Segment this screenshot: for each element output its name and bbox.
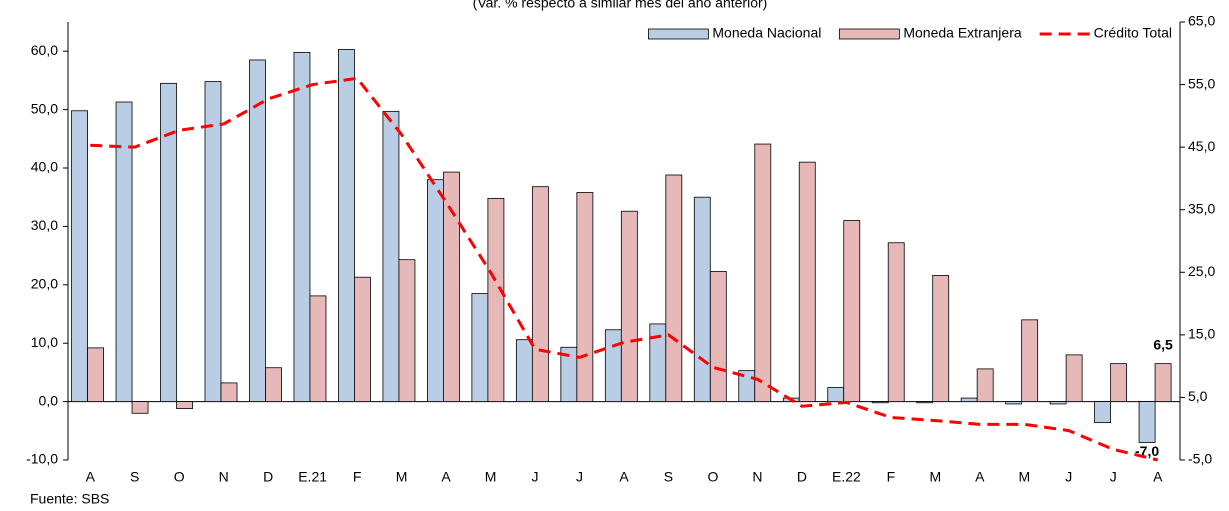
legend-label: Moneda Extranjera — [903, 25, 1022, 41]
bar — [115, 101, 133, 403]
bar — [576, 192, 594, 403]
x-tick-label: M — [485, 469, 497, 485]
y-tick-label: 0,0 — [39, 392, 59, 408]
x-tick-label: D — [263, 469, 273, 485]
y2-tick-label: 65,0 — [1188, 13, 1215, 29]
bar — [293, 51, 311, 402]
bar — [754, 143, 772, 403]
bar — [354, 276, 371, 403]
bar — [338, 49, 355, 403]
y-tick-label: 50,0 — [31, 100, 58, 116]
bar — [398, 259, 416, 402]
bar — [1065, 354, 1083, 403]
bar — [620, 210, 638, 403]
y2-tick-label: 35,0 — [1188, 200, 1215, 216]
bar — [204, 81, 222, 403]
bar — [382, 110, 400, 402]
chart-subtitle: (Var. % respecto a similar mes del año a… — [473, 0, 768, 11]
y2-tick-label: 5,0 — [1188, 388, 1208, 404]
bar — [693, 196, 711, 402]
line — [90, 76, 1159, 462]
y-tick-label: 10,0 — [31, 334, 58, 350]
bar — [309, 295, 327, 402]
x-tick-label: A — [441, 469, 451, 485]
bar — [887, 242, 905, 403]
y2-tick-label: 55,0 — [1188, 75, 1215, 91]
bar — [1110, 363, 1128, 403]
bar — [1138, 401, 1156, 443]
y2-tick-label: -5,0 — [1188, 451, 1212, 467]
bar — [709, 270, 727, 403]
x-tick-label: J — [1110, 469, 1117, 485]
bar — [160, 82, 177, 402]
bar — [531, 186, 549, 403]
x-tick-label: M — [396, 469, 408, 485]
x-tick-label: A — [975, 469, 985, 485]
bar — [1005, 401, 1023, 405]
y-tick-label: 20,0 — [31, 276, 58, 292]
bar — [932, 275, 950, 402]
x-tick-label: S — [130, 469, 139, 485]
x-tick-label: F — [887, 469, 896, 485]
x-tick-label: D — [797, 469, 807, 485]
y2-tick-label: 15,0 — [1188, 326, 1215, 342]
bar — [1049, 401, 1067, 405]
bar — [220, 382, 238, 402]
bar — [916, 401, 934, 404]
legend-label: Moneda Nacional — [712, 25, 821, 41]
x-tick-label: M — [1018, 469, 1030, 485]
x-tick-label: O — [174, 469, 185, 485]
bar — [87, 347, 104, 403]
bar — [131, 401, 149, 414]
bar — [443, 171, 460, 402]
x-tick-label: A — [1153, 469, 1163, 485]
y-tick-label: 40,0 — [31, 159, 58, 175]
bar — [665, 174, 683, 402]
bar — [871, 401, 889, 404]
y2-tick-label: 25,0 — [1188, 263, 1215, 279]
y-tick-label: 30,0 — [31, 217, 58, 233]
data-label: 6,5 — [1153, 336, 1173, 352]
x-tick-label: J — [532, 469, 539, 485]
bar — [176, 401, 193, 410]
bar — [487, 197, 505, 402]
legend-label: Crédito Total — [1094, 25, 1172, 41]
bar — [976, 368, 994, 402]
bar — [1021, 319, 1039, 402]
x-tick-label: S — [664, 469, 673, 485]
legend-swatch — [838, 28, 900, 40]
source: Fuente: SBS — [30, 491, 109, 507]
x-tick-label: J — [1065, 469, 1072, 485]
x-tick-label: O — [708, 469, 719, 485]
bar — [249, 59, 266, 403]
x-tick-label: A — [619, 469, 629, 485]
bar — [265, 367, 282, 402]
x-tick-label: E.21 — [298, 469, 327, 485]
x-tick-label: E.22 — [832, 469, 861, 485]
legend-swatch — [647, 28, 709, 40]
bar — [515, 339, 533, 403]
bar — [1154, 363, 1172, 403]
y-tick-label: 60,0 — [31, 42, 58, 58]
bar — [471, 293, 489, 402]
x-tick-label: M — [930, 469, 942, 485]
bar — [827, 387, 845, 403]
x-tick-label: F — [353, 469, 362, 485]
bar — [1094, 401, 1112, 424]
bar — [960, 397, 978, 403]
bar — [798, 161, 816, 403]
bar — [426, 179, 444, 402]
bar — [843, 220, 861, 402]
x-tick-label: A — [86, 469, 96, 485]
x-tick-label: J — [576, 469, 583, 485]
bar — [71, 110, 88, 402]
bar — [604, 329, 622, 403]
x-tick-label: N — [752, 469, 762, 485]
y-tick-label: -10,0 — [26, 451, 58, 467]
y2-tick-label: 45,0 — [1188, 138, 1215, 154]
x-tick-label: N — [219, 469, 229, 485]
